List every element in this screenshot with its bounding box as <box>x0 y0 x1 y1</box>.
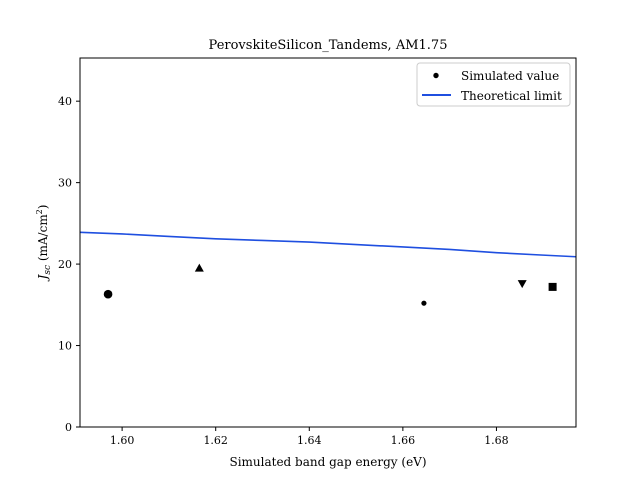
legend-box <box>416 62 571 107</box>
x-tick-label: 1.68 <box>484 434 509 447</box>
plot-area <box>79 231 577 306</box>
y-tick-label: 10 <box>58 340 72 353</box>
data-point <box>421 300 427 306</box>
legend-marker-simulated <box>433 72 439 79</box>
x-axis: 1.60 1.62 1.64 1.66 1.68 <box>110 427 509 447</box>
y-axis-title: Jsc (mA/cm2) <box>35 205 53 283</box>
x-axis-title: Simulated band gap energy (eV) <box>229 455 426 469</box>
plot-frame <box>79 57 577 428</box>
data-point <box>103 289 113 299</box>
legend-label-simulated: Simulated value <box>461 69 559 83</box>
x-tick-label: 1.66 <box>391 434 416 447</box>
legend: Simulated value Theoretical limit <box>416 62 571 107</box>
y-axis-title-unit: (mA/cm <box>36 214 50 265</box>
chart-title: PerovskiteSilicon_Tandems, AM1.75 <box>209 38 448 53</box>
x-tick-label: 1.64 <box>297 434 322 447</box>
data-point <box>548 282 557 291</box>
y-tick-label: 30 <box>58 177 72 190</box>
x-tick-label: 1.60 <box>110 434 135 447</box>
data-point <box>517 280 527 289</box>
y-axis-title-symbol: J <box>36 273 50 282</box>
y-axis-title-subscript: sc <box>43 265 53 275</box>
y-axis: 0 10 20 30 40 <box>58 95 80 434</box>
y-tick-label: 0 <box>65 421 72 434</box>
y-axis-title-unit-superscript: 2 <box>35 209 44 214</box>
y-tick-label: 20 <box>58 258 72 271</box>
data-point <box>194 263 204 272</box>
y-axis-title-unit-close: ) <box>36 205 50 210</box>
y-tick-label: 40 <box>58 95 72 108</box>
x-tick-label: 1.62 <box>203 434 228 447</box>
theoretical-limit-line <box>79 231 577 258</box>
legend-label-theoretical: Theoretical limit <box>461 89 562 103</box>
